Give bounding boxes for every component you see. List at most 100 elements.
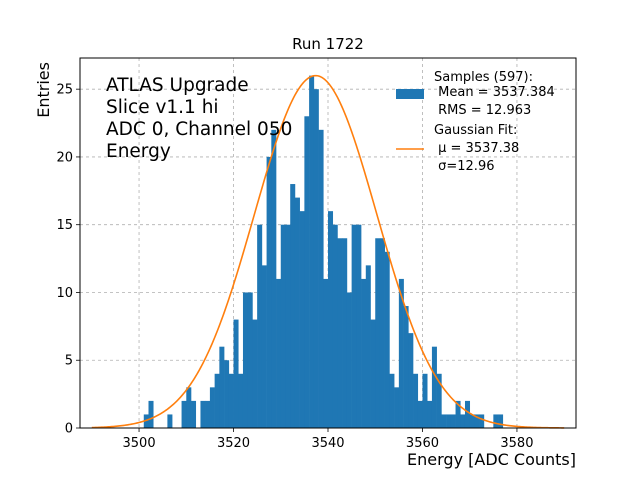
y-tick-label: 20 <box>56 150 73 165</box>
y-tick-label: 25 <box>56 83 73 98</box>
histogram-bar <box>450 414 456 428</box>
histogram-bar <box>365 265 371 428</box>
histogram-bar <box>460 414 466 428</box>
histogram-bar <box>479 414 485 428</box>
histogram-bar <box>436 373 442 428</box>
histogram-bar <box>290 184 296 428</box>
y-tick-label: 0 <box>65 422 73 437</box>
y-tick-label: 15 <box>56 218 73 233</box>
histogram-bar <box>276 278 282 428</box>
histogram-bar <box>233 319 239 428</box>
histogram-bar <box>313 89 319 429</box>
histogram-bar <box>266 156 272 428</box>
histogram-bar <box>474 414 480 428</box>
y-tick-label: 10 <box>56 286 73 301</box>
histogram-bar <box>384 251 390 428</box>
histogram-bar <box>493 414 499 428</box>
histogram-bar <box>441 414 447 428</box>
histogram-bar <box>328 211 334 428</box>
legend-fit-line-2: μ = 3537.38 <box>434 141 519 156</box>
annotation-line-1: ATLAS Upgrade <box>106 75 249 96</box>
histogram-bar <box>361 278 367 428</box>
histogram-bar <box>219 346 225 428</box>
histogram-bar <box>271 129 277 429</box>
histogram-bar <box>498 414 504 428</box>
histogram-bar <box>143 414 149 428</box>
histogram-bar <box>346 292 352 428</box>
histogram-bar <box>299 211 305 428</box>
histogram-bar <box>337 238 343 428</box>
histogram-bar <box>148 400 154 428</box>
histogram-bar <box>238 373 244 428</box>
histogram-bar <box>375 238 381 428</box>
histogram-bar <box>398 278 404 428</box>
histogram-bar <box>224 360 230 428</box>
histogram-bar <box>191 400 197 428</box>
histogram-bar <box>209 387 215 428</box>
histogram-bar <box>427 400 433 428</box>
histogram-bar <box>318 129 324 429</box>
y-tick-label: 5 <box>65 354 73 369</box>
histogram-bar <box>431 346 437 428</box>
histogram-bar <box>332 224 338 428</box>
histogram-bar <box>379 238 385 428</box>
legend-samples-line-3: RMS = 12.963 <box>434 103 531 118</box>
legend: Samples (597): Mean = 3537.384 RMS = 12.… <box>396 70 555 174</box>
histogram-bar <box>446 414 452 428</box>
histogram-bar <box>323 278 329 428</box>
histogram-bar <box>464 400 471 428</box>
histogram-bar <box>408 333 414 428</box>
histogram-bar <box>167 414 173 428</box>
annotation-line-3: ADC 0, Channel 050 <box>106 119 292 140</box>
chart-title: Run 1722 <box>292 35 364 53</box>
x-tick-label: 3540 <box>311 436 344 451</box>
legend-fit-line-1: Gaussian Fit: <box>434 123 517 138</box>
histogram-bar <box>186 387 192 428</box>
x-tick-label: 3520 <box>217 436 250 451</box>
histogram-bar <box>403 306 409 428</box>
x-axis-label: Energy [ADC Counts] <box>407 450 576 469</box>
histogram-bar <box>342 238 348 428</box>
histogram-bar <box>304 116 310 429</box>
histogram-bar <box>228 373 234 428</box>
histogram-bar <box>389 373 395 428</box>
fit-layer <box>91 74 565 429</box>
histogram-bar <box>309 75 315 428</box>
histogram-bar <box>455 400 461 428</box>
axis-ticks: 3500 3520 3540 3560 3580 0 5 10 15 20 25 <box>56 83 533 451</box>
histogram-bar <box>356 224 362 428</box>
histogram-bar <box>469 414 475 428</box>
histogram-bar <box>285 224 291 428</box>
histogram-bar <box>214 373 220 428</box>
annotation-text: ATLAS Upgrade Slice v1.1 hi ADC 0, Chann… <box>106 75 292 162</box>
histogram-bars <box>143 75 504 429</box>
x-tick-label: 3560 <box>406 436 439 451</box>
legend-samples-line-2: Mean = 3537.384 <box>434 85 555 100</box>
annotation-line-4: Energy <box>106 141 171 162</box>
histogram-bar <box>370 319 376 428</box>
legend-swatch-samples <box>396 89 424 99</box>
histogram-bar <box>252 319 258 428</box>
legend-samples-line-1: Samples (597): <box>434 70 533 85</box>
gaussian-fit-curve <box>91 74 565 429</box>
histogram-bar <box>413 373 419 428</box>
x-tick-label: 3500 <box>123 436 156 451</box>
histogram-bar <box>280 224 286 428</box>
histogram-bar <box>294 197 300 428</box>
histogram-bar <box>351 224 357 428</box>
histogram-bar <box>394 387 400 428</box>
histogram-bar <box>247 292 253 428</box>
annotation-line-2: Slice v1.1 hi <box>106 97 219 118</box>
y-axis-label: Entries <box>34 62 53 118</box>
histogram-bar <box>205 400 211 428</box>
x-tick-label: 3580 <box>500 436 533 451</box>
histogram-bar <box>417 400 423 428</box>
histogram-bar <box>261 265 267 428</box>
histogram-bar <box>422 373 428 428</box>
legend-fit-line-3: σ=12.96 <box>434 159 494 174</box>
histogram-bar <box>242 292 248 428</box>
histogram-bar <box>181 400 187 428</box>
histogram-bar <box>200 400 206 428</box>
histogram-bar <box>257 224 263 428</box>
